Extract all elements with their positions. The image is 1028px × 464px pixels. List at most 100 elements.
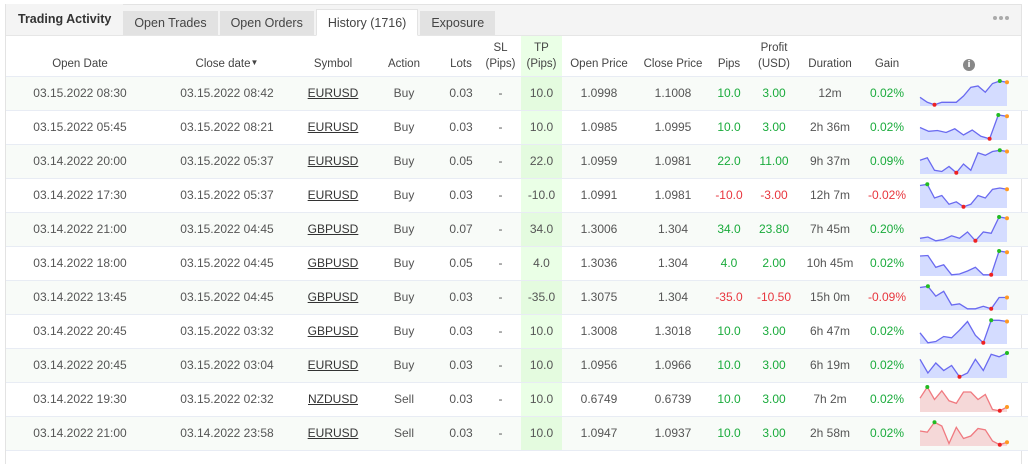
sl-pips: - xyxy=(480,178,521,213)
open-price: 1.0959 xyxy=(562,144,636,179)
tab-open-trades[interactable]: Open Trades xyxy=(123,11,218,35)
table-row[interactable]: 03.14.2022 21:00 03.14.2022 23:58 EURUSD Se… xyxy=(6,416,1028,451)
col-pips[interactable]: Pips xyxy=(710,36,748,77)
col-duration[interactable]: Duration xyxy=(800,36,860,77)
close-date: 03.15.2022 02:32 xyxy=(154,382,300,417)
gain: -0.09% xyxy=(860,280,914,315)
symbol-link[interactable]: EURUSD xyxy=(307,188,359,202)
symbol-link[interactable]: EURUSD xyxy=(307,358,359,372)
tab-history[interactable]: History (1716) xyxy=(315,9,419,36)
symbol-cell: GBPUSD xyxy=(300,246,366,281)
close-price: 0.6739 xyxy=(636,382,710,417)
sparkline-cell xyxy=(914,280,1024,315)
col-close-price[interactable]: Close Price xyxy=(636,36,710,77)
action: Buy xyxy=(366,212,442,247)
table-row[interactable]: 03.14.2022 20:00 03.15.2022 05:37 EURUSD Bu… xyxy=(6,144,1028,179)
col-symbol[interactable]: Symbol xyxy=(300,36,366,77)
tp-pips: 10.0 xyxy=(521,382,562,417)
table-row[interactable]: 03.14.2022 18:00 03.15.2022 04:45 GBPUSD Bu… xyxy=(6,246,1028,281)
table-row[interactable]: 03.14.2022 19:30 03.15.2022 02:32 NZDUSD Se… xyxy=(6,382,1028,417)
info-icon[interactable]: i xyxy=(963,58,975,71)
symbol-link[interactable]: EURUSD xyxy=(307,86,359,100)
comment-cell xyxy=(1024,280,1028,315)
open-date: 03.14.2022 21:00 xyxy=(6,212,154,247)
lots: 0.05 xyxy=(442,144,480,179)
table-row[interactable]: 03.14.2022 20:45 03.15.2022 03:32 GBPUSD Bu… xyxy=(6,314,1028,349)
close-price: 1.3018 xyxy=(636,314,710,349)
sl-pips: - xyxy=(480,416,521,451)
table-row[interactable]: 03.14.2022 21:00 03.15.2022 04:45 GBPUSD Bu… xyxy=(6,212,1028,247)
ellipsis-icon[interactable] xyxy=(993,14,1009,22)
open-price: 0.6749 xyxy=(562,382,636,417)
pips: 10.0 xyxy=(710,348,748,383)
trade-sparkline-chart xyxy=(919,385,1009,413)
col-chart: i xyxy=(914,36,1024,77)
table-row[interactable]: 03.14.2022 13:45 03.15.2022 04:45 GBPUSD Bu… xyxy=(6,280,1028,315)
tp-pips: 10.0 xyxy=(521,76,562,111)
lots: 0.03 xyxy=(442,348,480,383)
profit: 2.00 xyxy=(748,246,800,281)
symbol-link[interactable]: EURUSD xyxy=(307,154,359,168)
pips: 4.0 xyxy=(710,246,748,281)
symbol-cell: GBPUSD xyxy=(300,212,366,247)
open-price: 1.0998 xyxy=(562,76,636,111)
duration: 2h 36m xyxy=(800,110,860,145)
symbol-cell: EURUSD xyxy=(300,144,366,179)
comment-cell xyxy=(1024,246,1028,281)
symbol-link[interactable]: EURUSD xyxy=(307,426,359,440)
table-header-row: Open Date Close date▼ Symbol Action Lots… xyxy=(6,36,1028,77)
symbol-cell: EURUSD xyxy=(300,110,366,145)
symbol-link[interactable]: GBPUSD xyxy=(307,324,359,338)
lots: 0.05 xyxy=(442,246,480,281)
col-action[interactable]: Action xyxy=(366,36,442,77)
tp-pips: 22.0 xyxy=(521,144,562,179)
col-close-date[interactable]: Close date▼ xyxy=(154,36,300,77)
gain: 0.02% xyxy=(860,416,914,451)
symbol-link[interactable]: EURUSD xyxy=(307,120,359,134)
close-date: 03.15.2022 08:21 xyxy=(154,110,300,145)
symbol-link[interactable]: NZDUSD xyxy=(308,392,358,406)
trade-sparkline-chart xyxy=(919,351,1009,379)
comment-cell xyxy=(1024,212,1028,247)
sl-pips: - xyxy=(480,76,521,111)
sparkline-cell xyxy=(914,76,1024,111)
tp-pips: 10.0 xyxy=(521,314,562,349)
tab-exposure[interactable]: Exposure xyxy=(420,11,496,35)
profit: 23.80 xyxy=(748,212,800,247)
close-date: 03.15.2022 04:45 xyxy=(154,246,300,281)
trade-sparkline-chart xyxy=(919,215,1009,243)
pips: -35.0 xyxy=(710,280,748,315)
col-sl[interactable]: SL (Pips) xyxy=(480,36,521,77)
comment-cell xyxy=(1024,382,1028,417)
open-price: 1.0991 xyxy=(562,178,636,213)
symbol-cell: EURUSD xyxy=(300,416,366,451)
open-date: 03.15.2022 08:30 xyxy=(6,76,154,111)
table-row[interactable]: 03.14.2022 17:30 03.15.2022 05:37 EURUSD Bu… xyxy=(6,178,1028,213)
col-profit[interactable]: Profit (USD) xyxy=(748,36,800,77)
trade-sparkline-chart xyxy=(919,79,1009,107)
table-row[interactable]: 03.15.2022 05:45 03.15.2022 08:21 EURUSD Bu… xyxy=(6,110,1028,145)
col-lots[interactable]: Lots xyxy=(442,36,480,77)
action: Sell xyxy=(366,382,442,417)
col-gain[interactable]: Gain xyxy=(860,36,914,77)
gain: 0.02% xyxy=(860,246,914,281)
col-open-date[interactable]: Open Date xyxy=(6,36,154,77)
tp-pips: -10.0 xyxy=(521,178,562,213)
table-row[interactable]: 03.14.2022 20:45 03.15.2022 03:04 EURUSD Bu… xyxy=(6,348,1028,383)
symbol-link[interactable]: GBPUSD xyxy=(307,290,359,304)
table-row[interactable]: 03.15.2022 08:30 03.15.2022 08:42 EURUSD Bu… xyxy=(6,76,1028,111)
open-date: 03.14.2022 20:00 xyxy=(6,144,154,179)
sl-pips: - xyxy=(480,314,521,349)
duration: 6h 47m xyxy=(800,314,860,349)
tab-open-orders[interactable]: Open Orders xyxy=(219,11,314,35)
close-date: 03.15.2022 03:04 xyxy=(154,348,300,383)
col-open-price[interactable]: Open Price xyxy=(562,36,636,77)
symbol-link[interactable]: GBPUSD xyxy=(307,222,359,236)
col-tp[interactable]: TP (Pips) xyxy=(521,36,562,77)
duration: 7h 45m xyxy=(800,212,860,247)
symbol-link[interactable]: GBPUSD xyxy=(307,256,359,270)
duration: 7h 2m xyxy=(800,382,860,417)
symbol-cell: EURUSD xyxy=(300,178,366,213)
trading-activity-panel: Trading Activity Open Trades Open Orders… xyxy=(5,4,1028,464)
tp-pips: 4.0 xyxy=(521,246,562,281)
